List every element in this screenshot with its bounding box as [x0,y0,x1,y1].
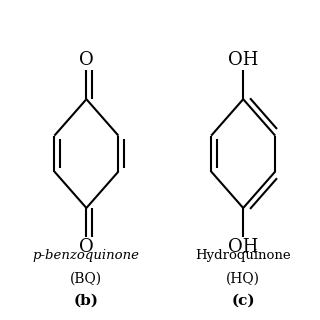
Text: O: O [79,238,94,256]
Text: (c): (c) [231,294,255,308]
Text: (HQ): (HQ) [226,271,260,285]
Text: (b): (b) [74,294,99,308]
Text: (BQ): (BQ) [70,271,102,285]
Text: O: O [79,51,94,69]
Text: Hydroquinone: Hydroquinone [196,250,291,262]
Text: OH: OH [228,238,258,256]
Text: p-benzoquinone: p-benzoquinone [33,250,140,262]
Text: OH: OH [228,51,258,69]
